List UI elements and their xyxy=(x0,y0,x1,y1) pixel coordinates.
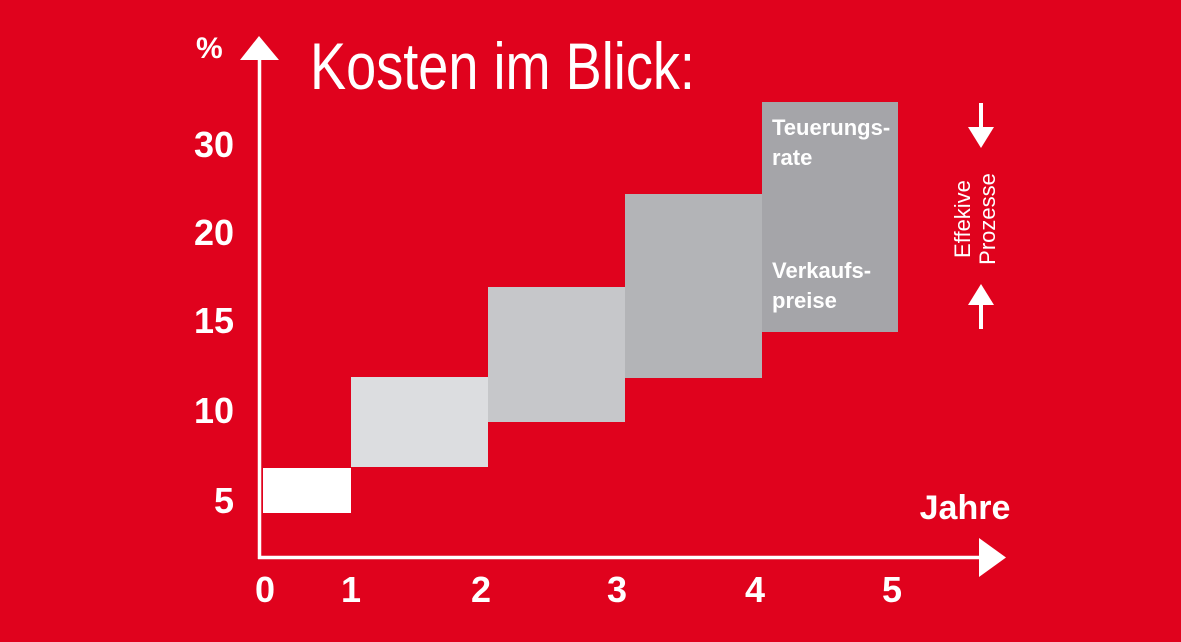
y-axis-arrow-icon xyxy=(240,36,279,559)
bar-year-1-2 xyxy=(351,377,488,467)
verkaufspreise-label-line1: Verkaufs- xyxy=(772,258,872,283)
x-tick-3: 3 xyxy=(606,569,628,610)
bar-year-4-5 xyxy=(762,102,898,332)
verkaufspreise-label: Verkaufs- preise xyxy=(772,256,871,316)
bar-year-0-1 xyxy=(263,468,351,513)
y-tick-10: 10 xyxy=(193,390,234,431)
bar-year-3-4 xyxy=(625,194,762,378)
x-tick-2: 2 xyxy=(470,569,492,610)
y-tick-30: 30 xyxy=(193,124,234,165)
y-axis-unit-label: % xyxy=(196,32,223,65)
bar-year-2-3 xyxy=(488,287,625,422)
page-title: Kosten im Blick: xyxy=(310,29,695,103)
x-axis-label: Jahre xyxy=(919,489,1011,527)
x-tick-0: 0 xyxy=(254,569,276,610)
y-tick-20: 20 xyxy=(193,212,234,253)
teuerungsrate-label-line1: Teuerungs- xyxy=(772,115,891,140)
x-axis-arrow-icon xyxy=(258,538,1006,577)
x-tick-4: 4 xyxy=(744,569,766,610)
y-tick-5: 5 xyxy=(213,480,234,521)
y-tick-15: 15 xyxy=(193,300,234,341)
x-tick-1: 1 xyxy=(340,569,362,610)
teuerungsrate-label: Teuerungs- rate xyxy=(772,113,890,173)
x-tick-5: 5 xyxy=(881,569,903,610)
up-arrow-icon xyxy=(968,284,994,329)
verkaufspreise-label-line2: preise xyxy=(772,288,837,313)
down-arrow-icon xyxy=(968,103,994,148)
teuerungsrate-label-line2: rate xyxy=(772,145,813,170)
